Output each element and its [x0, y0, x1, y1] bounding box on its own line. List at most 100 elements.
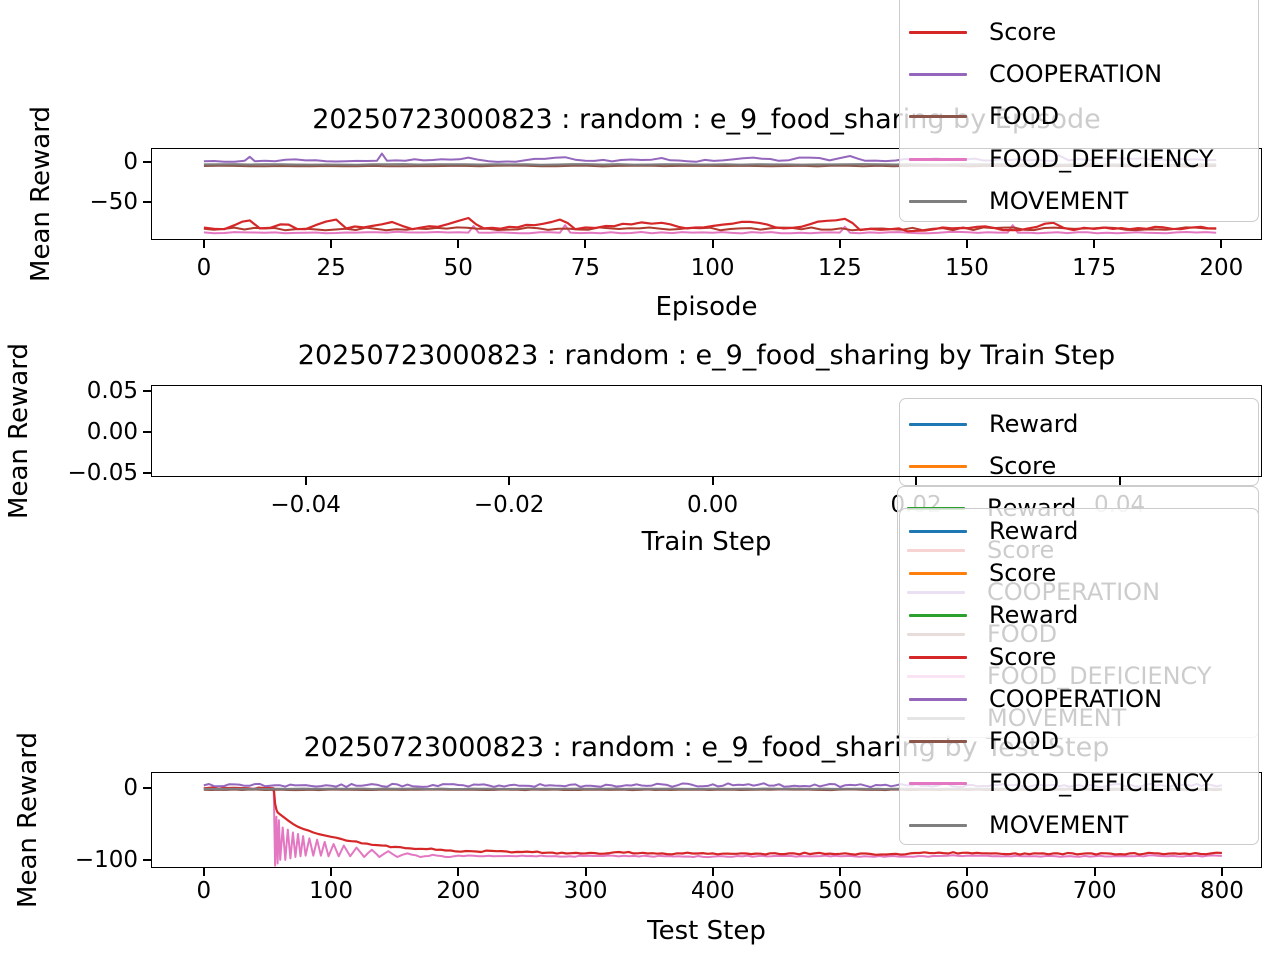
y-tick-label: −50 — [89, 189, 138, 215]
series-food-deficiency — [203, 224, 1217, 235]
legend-entry-label: FOOD_DEFICIENCY — [989, 144, 1214, 173]
x-tick-label: 75 — [570, 255, 601, 281]
legend-entry: Reward — [900, 0, 1258, 4]
y-tick-label: −100 — [74, 846, 138, 873]
y-tick-mark — [143, 858, 151, 861]
legend-entry: Score — [900, 452, 1258, 480]
legend-line-sample — [909, 465, 967, 468]
legend-entry-label: FOOD — [989, 102, 1060, 131]
x-tick-label: 400 — [690, 878, 735, 904]
legend-entry-label: MOVEMENT — [989, 811, 1129, 839]
legend-entry: MOVEMENT — [900, 811, 1258, 839]
legend-line-sample — [909, 115, 967, 119]
x-tick-label: 700 — [1072, 878, 1117, 904]
chart-title-train: 20250723000823 : random : e_9_food_shari… — [297, 340, 1116, 371]
y-tick-label: 0.05 — [86, 377, 138, 404]
legend-entry: Score — [900, 559, 1258, 587]
axes-frame-train — [151, 385, 1262, 477]
x-tick-mark — [1220, 868, 1223, 876]
legend-test: Reward Score Reward Score COOPERATION FOOD FOO… — [899, 508, 1259, 845]
x-tick-mark — [838, 240, 841, 248]
legend-entry: Reward — [900, 517, 1258, 545]
legend-entry: FOOD_DEFICIENCY — [900, 769, 1258, 797]
x-tick-mark — [1220, 240, 1223, 248]
x-tick-mark — [202, 240, 205, 248]
x-tick-label: 175 — [1072, 255, 1117, 281]
legend-entry: Reward — [900, 410, 1258, 438]
legend-line-sample — [909, 199, 967, 203]
legend-line-sample — [909, 782, 967, 785]
y-tick-mark — [143, 786, 151, 789]
legend-entry-label: Reward — [989, 0, 1078, 4]
x-axis-label-episode: Episode — [655, 292, 758, 322]
legend-line-sample — [909, 698, 967, 701]
legend-entry: FOOD_DEFICIENCY — [900, 145, 1258, 173]
legend-line-sample — [909, 423, 967, 426]
y-tick-label: −0.05 — [67, 459, 138, 486]
x-tick-label: 800 — [1199, 878, 1244, 904]
legend-line-sample — [909, 656, 967, 659]
x-tick-mark — [711, 477, 714, 485]
x-tick-mark — [584, 868, 587, 876]
legend-episode: RewardScoreRewardScoreCOOPERATIONFOODFOO… — [899, 0, 1259, 222]
y-tick-label: 0 — [123, 149, 138, 175]
legend-entry-label: Score — [989, 559, 1057, 587]
y-axis-label-test: Mean Reward — [13, 732, 43, 908]
series-food-deficiency — [203, 786, 1222, 867]
y-tick-mark — [143, 471, 151, 474]
series-score — [203, 786, 1222, 856]
legend-entry-label: FOOD — [989, 727, 1060, 755]
legend-entry-label: COOPERATION — [989, 60, 1163, 88]
x-tick-label: 0 — [196, 255, 212, 281]
legend-entry: COOPERATION — [900, 60, 1258, 88]
series-score — [203, 216, 1217, 233]
legend-line-sample — [909, 740, 967, 743]
x-tick-label: 0.00 — [686, 492, 739, 518]
x-tick-label: −0.02 — [473, 492, 545, 518]
x-tick-mark — [457, 868, 460, 876]
x-tick-mark — [1093, 868, 1096, 876]
legend-entry-label: FOOD_DEFICIENCY — [989, 769, 1214, 797]
series-score-under- — [203, 226, 1217, 232]
x-tick-mark — [1118, 477, 1121, 485]
legend-entry-label: Score — [989, 452, 1057, 480]
x-tick-label: 300 — [563, 878, 608, 904]
x-tick-mark — [1093, 240, 1096, 248]
x-tick-mark — [915, 477, 918, 485]
y-tick-label: 0 — [123, 774, 138, 801]
x-tick-label: 200 — [436, 878, 481, 904]
legend-entry: Score — [900, 18, 1258, 46]
axes-frame-test — [151, 772, 1262, 868]
x-tick-label: 500 — [818, 878, 863, 904]
x-tick-mark — [508, 477, 511, 485]
x-tick-label: 25 — [316, 255, 346, 281]
legend-line-sample — [909, 572, 967, 575]
legend-entry-label: Reward — [989, 601, 1079, 629]
axes-frame-episode — [151, 148, 1262, 240]
x-tick-mark — [330, 868, 333, 876]
legend-line-sample — [909, 157, 967, 161]
legend-entry: MOVEMENT — [900, 187, 1258, 215]
x-tick-label: 150 — [945, 255, 989, 281]
legend-entry-label: Reward — [989, 517, 1079, 545]
x-tick-mark — [202, 868, 205, 876]
x-tick-label: 0 — [196, 878, 212, 904]
y-tick-label: 0.00 — [86, 418, 138, 445]
x-tick-label: 100 — [690, 255, 735, 281]
legend-entry-label: Reward — [989, 410, 1079, 438]
legend-entry: FOOD — [900, 102, 1258, 130]
legend-line-sample — [909, 530, 967, 533]
x-tick-label: 125 — [817, 255, 862, 281]
x-tick-mark — [966, 868, 969, 876]
legend-train: Reward Score — [899, 398, 1259, 486]
legend-entry-label: Score — [989, 17, 1057, 46]
legend-entry: COOPERATION — [900, 685, 1258, 713]
legend-line-sample — [909, 824, 967, 827]
x-tick-label: −0.04 — [270, 492, 341, 518]
x-axis-label-train: Train Step — [641, 527, 772, 557]
legend-entry: Score — [900, 643, 1258, 671]
x-tick-mark — [457, 240, 460, 248]
x-tick-label: 600 — [945, 878, 990, 904]
chart-lines-train — [151, 385, 1262, 477]
